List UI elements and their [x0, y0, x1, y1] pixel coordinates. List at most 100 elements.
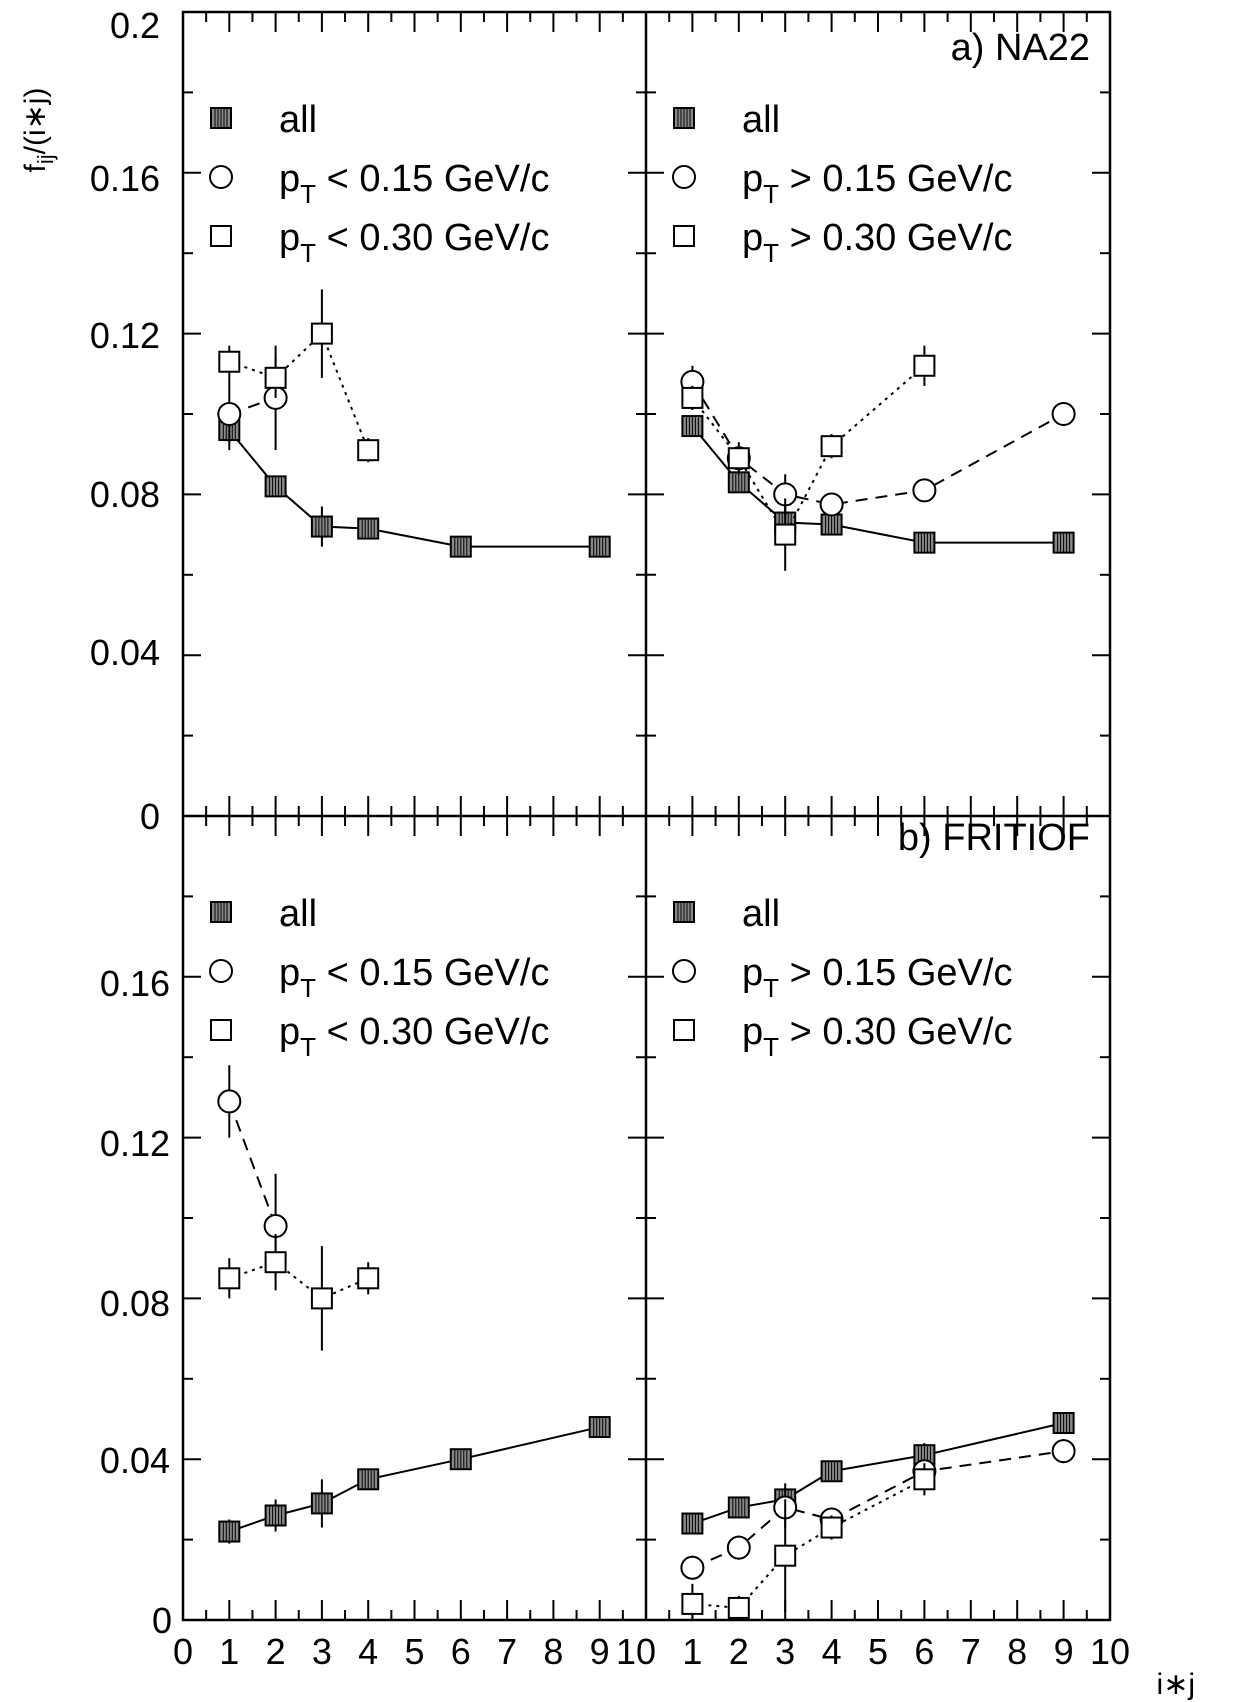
legend-label: pT > 0.30 GeV/c [742, 1011, 1012, 1062]
series-line [692, 1478, 925, 1609]
data-point [357, 1267, 380, 1290]
data-point [1051, 402, 1076, 426]
legend-label: pT > 0.15 GeV/c [742, 158, 1012, 209]
series-line [691, 381, 1065, 506]
data-point [310, 1492, 333, 1515]
data-point [1052, 531, 1075, 554]
data-point [727, 1496, 750, 1519]
data-point [820, 1516, 843, 1539]
legend-marker [210, 1019, 232, 1041]
x-tick-label: 4 [358, 1631, 378, 1672]
x-tick-label: 7 [497, 1631, 517, 1672]
legend-label: pT < 0.15 GeV/c [279, 158, 549, 209]
x-tick-label: 3 [775, 1631, 795, 1672]
plot-frame [181, 10, 1112, 1622]
x-axis-title: i∗j [1157, 1668, 1195, 1701]
legend-label: pT < 0.30 GeV/c [279, 1011, 549, 1062]
axis-labels: 00.040.040.080.080.120.120.160.160.200 1 2… [19, 5, 1195, 1701]
data-point [820, 1460, 843, 1483]
chart-marks [217, 289, 1076, 1620]
y-tick-label: 0.12 [100, 1123, 170, 1164]
x-tick-label: 5 [868, 1631, 888, 1672]
data-point [264, 1251, 287, 1274]
x-tick-label: 6 [914, 1631, 934, 1672]
legend-label: pT < 0.30 GeV/c [279, 217, 549, 268]
data-point [774, 523, 797, 546]
series-line [228, 331, 370, 451]
x-tick-label: 10 [1090, 1631, 1130, 1672]
data-point [264, 366, 287, 389]
data-point [1052, 1412, 1075, 1435]
y-tick-label: 0 [152, 1600, 172, 1641]
x-tick-label: 10 [616, 1631, 656, 1672]
y-axis-title: fij/(i∗j) [19, 88, 58, 173]
legend-marker [210, 225, 232, 247]
legend-marker [209, 165, 233, 189]
legend-marker [673, 107, 695, 129]
data-point [820, 435, 843, 458]
data-point [913, 1468, 936, 1491]
data-point [913, 354, 936, 377]
data-point [357, 1468, 380, 1491]
data-point [680, 1555, 705, 1580]
y-tick-label: 0.2 [110, 5, 160, 46]
x-tick-label: 5 [404, 1631, 424, 1672]
data-point [727, 1596, 750, 1619]
data-point [218, 1520, 241, 1543]
data-point [588, 535, 611, 558]
legend-label: all [742, 893, 780, 935]
data-point [820, 513, 843, 536]
legend-marker [673, 901, 695, 923]
legend-marker [672, 959, 696, 983]
y-tick-label: 0.08 [100, 1283, 170, 1324]
data-point [217, 402, 242, 426]
x-tick-label: 9 [590, 1631, 610, 1672]
legends: all pT < 0.15 GeV/c pT < 0.30 GeV/c all pT >… [209, 99, 1012, 1062]
panel-title: a) NA22 [951, 27, 1090, 69]
x-tick-label: 8 [543, 1631, 563, 1672]
x-tick-label: 1 [219, 1631, 239, 1672]
y-tick-label: 0.08 [90, 474, 160, 515]
x-tick-label: 2 [729, 1631, 749, 1672]
y-axis-title-text: fij/(i∗j) [19, 88, 58, 173]
series-line [228, 1101, 277, 1227]
x-tick-label: 2 [266, 1631, 286, 1672]
x-tick-label: 0 [173, 1631, 193, 1672]
data-point [819, 492, 844, 517]
y-tick-label: 0.04 [90, 632, 160, 673]
data-point [912, 478, 937, 503]
y-tick-label: 0 [140, 796, 160, 837]
data-point [310, 1287, 333, 1310]
data-point [681, 415, 704, 438]
legend-marker [210, 107, 232, 129]
data-point [727, 447, 750, 470]
data-point [774, 1544, 797, 1567]
data-point [726, 1535, 751, 1560]
data-point [357, 517, 380, 540]
x-tick-label: 3 [312, 1631, 332, 1672]
legend-label: pT > 0.15 GeV/c [742, 952, 1012, 1003]
data-point [310, 322, 333, 345]
data-point [727, 471, 750, 494]
data-point [681, 1592, 704, 1615]
y-tick-label: 0.04 [100, 1440, 170, 1481]
data-point [588, 1416, 611, 1439]
x-tick-label: 1 [682, 1631, 702, 1672]
data-point [310, 515, 333, 538]
data-point [264, 475, 287, 498]
legend-marker [210, 901, 232, 923]
panel-title: b) FRITIOF [898, 817, 1090, 859]
data-point [449, 1448, 472, 1471]
legend-marker [672, 165, 696, 189]
x-tick-label: 6 [451, 1631, 471, 1672]
data-point [218, 350, 241, 373]
data-point [217, 1089, 242, 1114]
series-line [691, 365, 926, 537]
data-point [913, 531, 936, 554]
data-point [218, 1267, 241, 1290]
data-point [357, 439, 380, 462]
x-tick-label: 9 [1054, 1631, 1074, 1672]
legend-marker [209, 959, 233, 983]
legend-label: all [279, 893, 317, 935]
